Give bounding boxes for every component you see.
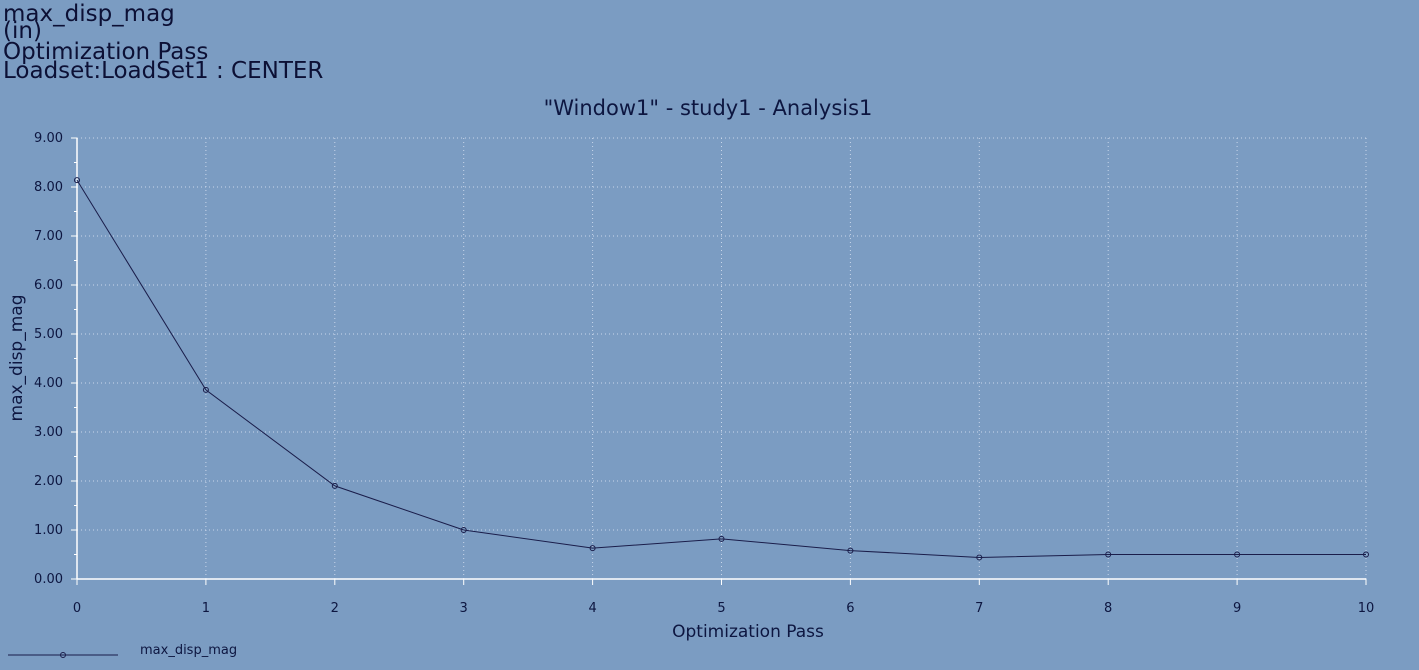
data-point — [718, 535, 725, 542]
data-series — [74, 177, 1369, 561]
y-tick-label: 9.00 — [34, 131, 63, 146]
data-point — [1234, 551, 1241, 558]
x-axis-title: Optimization Pass — [672, 622, 824, 642]
x-tick-label: 9 — [1233, 601, 1241, 616]
data-point — [331, 482, 338, 489]
data-point — [847, 547, 854, 554]
x-tick-label: 2 — [331, 601, 339, 616]
data-point — [589, 545, 596, 552]
x-tick-label: 1 — [202, 601, 210, 616]
loadset-label: Loadset:LoadSet1 : CENTER — [3, 58, 324, 84]
x-quantity-label: Optimization Pass — [3, 39, 209, 65]
x-tick-label: 7 — [975, 601, 983, 616]
grid-lines — [77, 137, 1367, 579]
y-tick-label: 3.00 — [34, 425, 63, 440]
legend-marker — [60, 652, 66, 658]
data-point — [460, 527, 467, 533]
legend-label: max_disp_mag — [140, 643, 237, 658]
axes — [71, 137, 1367, 585]
x-tick-label: 10 — [1358, 601, 1375, 616]
y-tick-label: 8.00 — [34, 180, 63, 195]
series-line — [76, 179, 1366, 558]
y-tick-label: 6.00 — [34, 278, 63, 293]
x-tick-label: 3 — [460, 601, 468, 616]
chart-title: "Window1" - study1 - Analysis1 — [544, 96, 873, 120]
data-point — [976, 554, 983, 561]
y-axis-title: max_disp_mag — [7, 295, 27, 422]
x-tick-label: 0 — [73, 601, 81, 616]
x-tick-label: 6 — [846, 601, 854, 616]
x-tick-label: 8 — [1104, 601, 1112, 616]
units-label: (in) — [3, 18, 42, 44]
y-tick-label: 1.00 — [34, 523, 63, 538]
y-tick-label: 4.00 — [34, 376, 63, 391]
data-point — [74, 177, 80, 184]
y-tick-label: 0.00 — [34, 572, 63, 587]
y-tick-label: 2.00 — [34, 474, 63, 489]
legend[interactable]: max_disp_mag — [8, 643, 237, 658]
result-quantity-label: max_disp_mag — [3, 1, 175, 27]
data-point — [1363, 551, 1369, 558]
data-point — [1105, 551, 1112, 558]
y-tick-label: 5.00 — [34, 327, 63, 342]
data-point — [202, 386, 209, 393]
y-tick-label: 7.00 — [34, 229, 63, 244]
x-tick-label: 5 — [717, 601, 725, 616]
x-tick-label: 4 — [588, 601, 596, 616]
tick-labels: 0.00 1.00 2.00 3.00 4.00 5.00 6.00 7.00 8.00 9.00… — [34, 131, 1374, 616]
